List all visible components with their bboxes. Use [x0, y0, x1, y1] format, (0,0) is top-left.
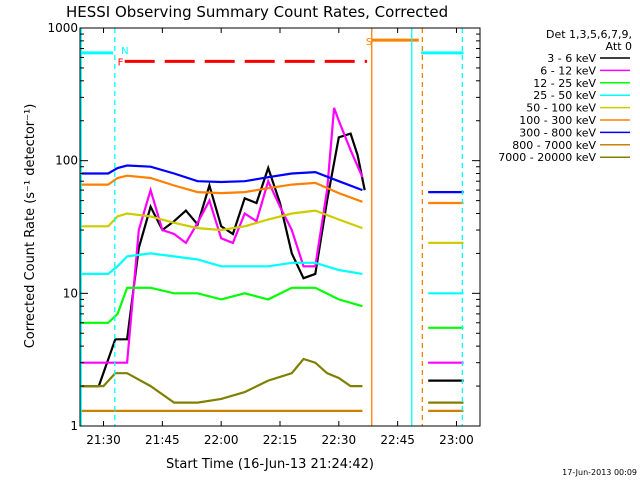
series-line: [80, 107, 364, 364]
x-tick-label: 22:00: [204, 433, 239, 447]
x-tick-label: 22:15: [263, 433, 298, 447]
x-tick-label: 22:30: [322, 433, 357, 447]
series-50-100-kev: [80, 209, 464, 244]
flag-label: S: [366, 37, 372, 48]
series-line: [80, 252, 363, 275]
legend-header-line1: Det 1,3,5,6,7,9,: [546, 28, 632, 41]
y-tick-label: 1000: [47, 21, 78, 35]
series-line: [80, 209, 363, 232]
legend-entry-label: 100 - 300 keV: [519, 114, 596, 127]
series-25-50-kev: [80, 252, 464, 295]
x-tick-label: 22:45: [380, 433, 415, 447]
series-100-300-kev: [80, 174, 464, 205]
y-axis: 1 10 100 1000: [47, 21, 480, 433]
x-tick-label: 23:00: [439, 433, 474, 447]
x-axis-title: Start Time (16-Jun-13 21:24:42): [166, 457, 374, 472]
legend-entry-label: 25 - 50 keV: [533, 89, 596, 102]
legend-entry-label: 7000 - 20000 keV: [498, 151, 596, 164]
x-tick-label: 21:45: [145, 433, 180, 447]
legend-entry-label: 3 - 6 keV: [547, 52, 596, 65]
x-axis: 21:30 21:45 22:00 22:15 22:30 22:45 23:00: [86, 28, 474, 447]
legend-entry-label: 800 - 7000 keV: [512, 139, 596, 152]
legend-entry-label: 50 - 100 keV: [526, 102, 596, 115]
series-12-25-kev: [80, 286, 464, 329]
legend-entry-label: 6 - 12 keV: [540, 64, 596, 77]
flag-label: N: [121, 46, 128, 57]
footer-date: 17-Jun-2013 00:09: [562, 468, 637, 477]
series-line: [80, 174, 363, 203]
y-tick-label: 10: [63, 286, 78, 300]
series-layer: [80, 107, 464, 412]
markers-layer: NF S: [80, 28, 464, 426]
legend-header-line2: Att 0: [606, 40, 632, 53]
flag-label: F: [118, 57, 124, 68]
series-line: [80, 132, 366, 388]
y-tick-label: 100: [55, 154, 78, 168]
series-7000-20000-kev: [80, 357, 464, 404]
series-line: [80, 357, 363, 404]
series-300-800-kev: [80, 164, 464, 194]
series-line: [80, 286, 363, 324]
y-axis-title: Corrected Count Rate (s⁻¹ detector⁻¹): [23, 104, 38, 349]
series-3-6-kev: [80, 132, 464, 388]
series-line: [80, 164, 363, 192]
chart-title: HESSI Observing Summary Count Rates, Cor…: [66, 3, 448, 21]
legend-entry-label: 12 - 25 keV: [533, 77, 596, 90]
x-tick-label: 21:30: [86, 433, 121, 447]
legend-entry-label: 300 - 800 keV: [519, 126, 596, 139]
series-6-12-kev: [80, 107, 464, 364]
y-tick-label: 1: [70, 419, 78, 433]
